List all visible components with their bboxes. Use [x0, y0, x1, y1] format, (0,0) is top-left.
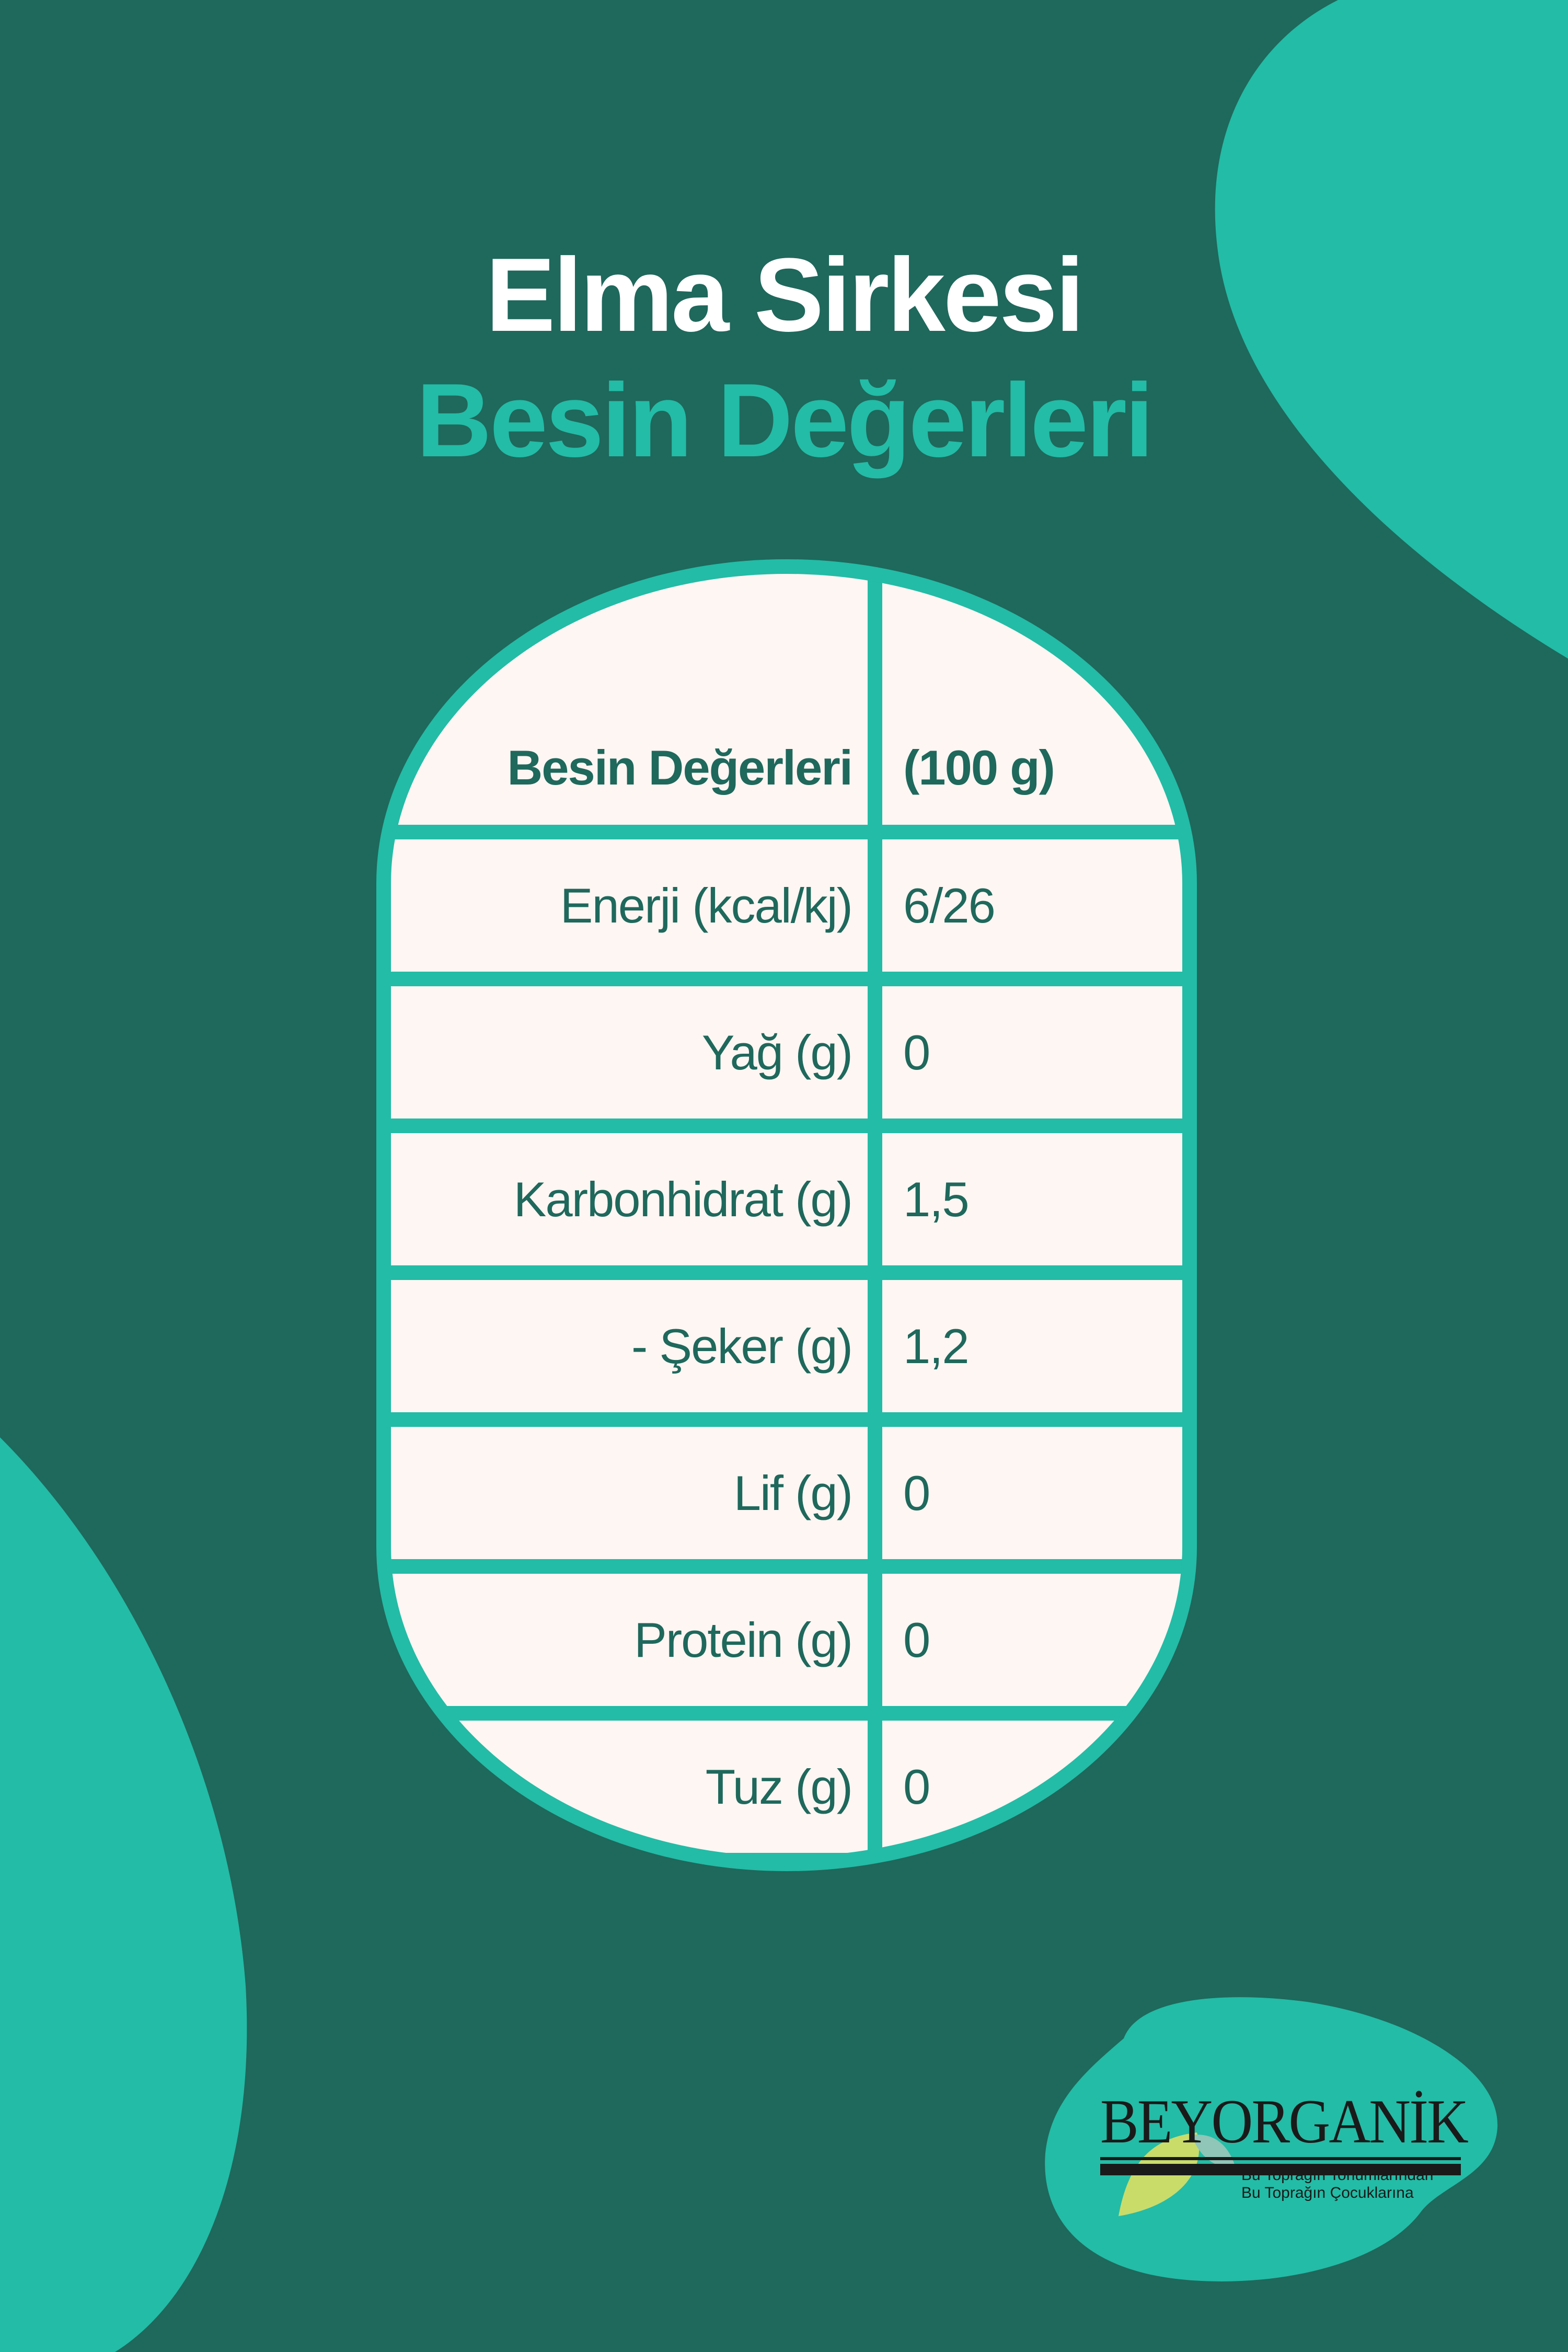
brand-tagline: Bu Toprağın Tohumlarından Bu Toprağın Ço… — [1241, 2166, 1434, 2202]
row-value: 1,2 — [882, 1280, 1182, 1412]
page-title: Elma Sirkesi — [486, 237, 1085, 353]
logo-divider — [1100, 2164, 1461, 2175]
logo-blob — [1045, 1997, 1498, 2281]
brand-logo: BEYORGANİK — [1100, 2086, 1469, 2156]
page-subtitle: Besin Değerleri — [416, 362, 1154, 479]
row-label: Yağ (g) — [391, 986, 868, 1119]
tagline-line: Bu Toprağın Çocuklarına — [1241, 2184, 1414, 2201]
row-label: Lif (g) — [391, 1427, 868, 1559]
row-value: 1,5 — [882, 1133, 1182, 1265]
row-label: Protein (g) — [391, 1574, 868, 1706]
nutrition-table: Besin Değerleri (100 g) Enerji (kcal/kj)… — [376, 559, 1197, 1871]
logo-divider — [1100, 2157, 1461, 2160]
nutrition-table-grid: Besin Değerleri (100 g) Enerji (kcal/kj)… — [391, 574, 1182, 1857]
row-value: 0 — [882, 1574, 1182, 1706]
row-label: - Şeker (g) — [391, 1280, 868, 1412]
row-value: 6/26 — [882, 839, 1182, 972]
row-value: 0 — [882, 986, 1182, 1119]
row-label: Enerji (kcal/kj) — [391, 839, 868, 972]
row-value: 0 — [882, 1427, 1182, 1559]
top-right-blob — [1215, 0, 1568, 659]
tagline-line: Bu Toprağın Tohumlarından — [1241, 2166, 1434, 2184]
bottom-left-blob — [0, 1437, 247, 2352]
row-label: Karbonhidrat (g) — [391, 1133, 868, 1265]
